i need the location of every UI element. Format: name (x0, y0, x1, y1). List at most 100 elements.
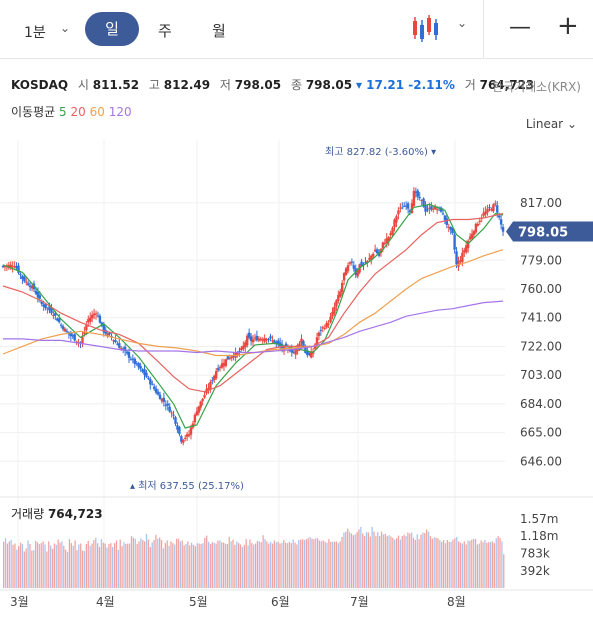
interval-select[interactable]: 1분 (24, 25, 46, 41)
volume-bar (74, 540, 76, 588)
volume-bar (309, 536, 311, 588)
price-tick-label: 741.00 (520, 311, 562, 325)
volume-bar (247, 545, 249, 588)
volume-bar (328, 539, 330, 588)
candle-body (339, 291, 342, 297)
volume-bar (474, 539, 477, 588)
candle-body (298, 343, 301, 347)
tab-day[interactable]: 일 (85, 12, 139, 46)
candle-body (199, 401, 202, 408)
month-label: 7월 (350, 595, 369, 609)
volume-bar (330, 541, 332, 588)
volume-bar (495, 538, 497, 588)
volume-bar (277, 541, 279, 588)
volume-bar (484, 540, 486, 588)
candle-body (387, 237, 390, 241)
volume-bar (57, 539, 59, 588)
volume-bar (377, 532, 379, 588)
volume-bar (50, 545, 52, 588)
tab-week[interactable]: 주 (158, 22, 172, 40)
candle-body (30, 285, 34, 289)
volume-bar (98, 547, 101, 588)
candle-body (112, 340, 115, 342)
candle-body (44, 303, 47, 309)
candle-body (259, 338, 262, 341)
candle-body (329, 316, 332, 323)
candle-body (472, 231, 476, 235)
volume-bar (83, 551, 86, 588)
high-label: 고 (148, 78, 160, 92)
volume-bar (467, 540, 469, 588)
volume-bar (72, 545, 74, 588)
volume-bar (480, 540, 482, 588)
volume-bar (63, 545, 65, 588)
volume-bar (125, 544, 127, 588)
zoom-in-button[interactable]: + (557, 11, 579, 41)
candle-body (143, 369, 146, 375)
chart-type-chevron-icon[interactable]: ⌄ (457, 16, 468, 30)
candle-body (145, 372, 148, 377)
volume-bar (142, 540, 144, 588)
candle-body (325, 322, 328, 328)
volume-bar (36, 542, 39, 588)
volume-bar (403, 534, 405, 588)
candle-body (342, 273, 346, 281)
volume-tick-label: 1.57m (520, 512, 558, 526)
volume-bar (215, 543, 217, 588)
candle-body (501, 226, 505, 232)
candle-body (201, 398, 204, 402)
candle-body (315, 337, 319, 345)
volume-bar (160, 540, 163, 588)
tab-month[interactable]: 월 (212, 22, 226, 40)
volume-bar (168, 545, 170, 588)
candle-body (185, 434, 189, 437)
volume-bar (211, 542, 213, 588)
candle-body (397, 210, 400, 215)
candle-body (447, 226, 450, 228)
candle-body (224, 359, 228, 366)
exchange-name: 한국거래소(KRX) (492, 80, 581, 94)
candle-body (373, 249, 377, 252)
volume-bar (298, 540, 300, 588)
candle-body (52, 314, 55, 316)
candle-body (172, 414, 175, 416)
candle-body (40, 301, 43, 304)
candle-body (152, 386, 156, 389)
volume-bar (354, 534, 356, 588)
volume-bar (100, 539, 103, 588)
candlestick-icon[interactable] (411, 14, 441, 44)
volume-bar (365, 532, 368, 588)
candle-body (395, 216, 398, 223)
candle-body (335, 300, 338, 307)
candle-body (230, 356, 233, 359)
volume-bar (80, 543, 82, 588)
volume-bar (134, 538, 136, 588)
ma-legend-label: 이동평균 (11, 105, 56, 119)
volume-bar (238, 543, 240, 588)
zoom-out-button[interactable]: — (509, 15, 531, 40)
volume-bar (31, 550, 33, 588)
volume-bar (429, 536, 432, 588)
volume-bar (159, 537, 161, 588)
candle-body (151, 383, 154, 385)
candle-body (455, 251, 458, 265)
volume-bar (457, 541, 460, 588)
volume-bar (478, 543, 480, 588)
candle-body (321, 327, 325, 329)
volume-bar (51, 548, 54, 588)
volume-bar (418, 539, 420, 588)
volume-bar (488, 542, 490, 588)
chevron-down-icon[interactable]: ⌄ (60, 21, 71, 35)
volume-bar (95, 537, 97, 588)
scale-select[interactable]: Linear ⌄ (526, 117, 577, 131)
volume-bar (222, 542, 225, 588)
candle-body (428, 207, 431, 209)
change-value: ▾ 17.21 -2.11% (355, 78, 455, 92)
volume-bar (489, 541, 492, 588)
volume-bar (303, 540, 306, 588)
price-tick-label: 817.00 (520, 196, 562, 210)
volume-bar (405, 536, 407, 588)
candle-body (466, 240, 470, 249)
volume-bar (296, 544, 298, 588)
